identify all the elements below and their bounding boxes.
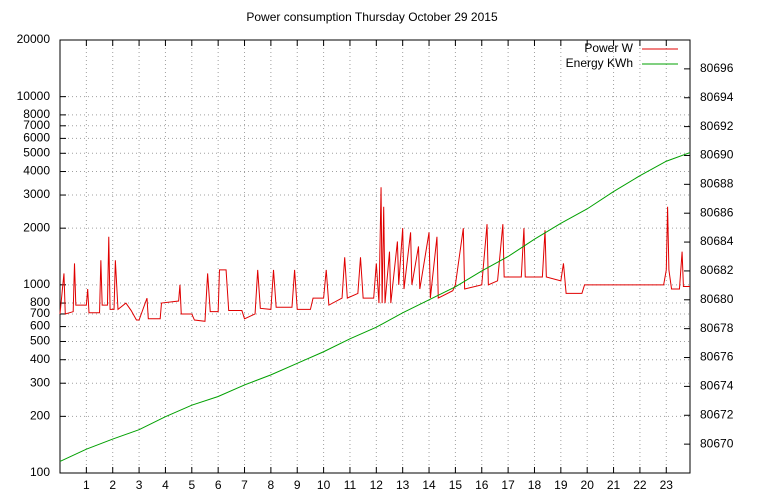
x-tick-label: 5 <box>188 478 195 492</box>
x-tick-label: 2 <box>109 478 116 492</box>
y-tick-label: 800 <box>30 295 50 309</box>
x-tick-label: 20 <box>581 478 595 492</box>
y-tick-label: 400 <box>30 352 50 366</box>
y-tick-label: 2000 <box>23 220 50 234</box>
y-tick-label: 10000 <box>17 89 51 103</box>
x-tick-label: 6 <box>215 478 222 492</box>
y2-tick-label: 80674 <box>700 379 734 393</box>
y-tick-label: 6000 <box>23 131 50 145</box>
y2-tick-label: 80672 <box>700 407 734 421</box>
x-tick-label: 12 <box>370 478 384 492</box>
x-tick-label: 14 <box>422 478 436 492</box>
plot-border <box>59 39 691 474</box>
x-tick-label: 1 <box>83 478 90 492</box>
x-tick-label: 17 <box>501 478 515 492</box>
y-tick-label: 300 <box>30 375 50 389</box>
y-tick-label: 7000 <box>23 118 50 132</box>
x-tick-label: 19 <box>554 478 568 492</box>
y-tick-label: 8000 <box>23 107 50 121</box>
y2-tick-label: 80680 <box>700 292 734 306</box>
y2-tick-label: 80684 <box>700 234 734 248</box>
x-tick-label: 16 <box>475 478 489 492</box>
x-tick-label: 7 <box>241 478 248 492</box>
y-tick-label: 5000 <box>23 145 50 159</box>
y2-tick-label: 80670 <box>700 436 734 450</box>
y-tick-label: 4000 <box>23 164 50 178</box>
x-tick-label: 4 <box>162 478 169 492</box>
x-tick-label: 3 <box>136 478 143 492</box>
y2-tick-label: 80694 <box>700 90 734 104</box>
y2-tick-label: 80688 <box>700 177 734 191</box>
legend-label: Energy KWh <box>566 56 633 70</box>
y2-tick-label: 80690 <box>700 148 734 162</box>
x-tick-label: 15 <box>449 478 463 492</box>
x-tick-label: 23 <box>660 478 674 492</box>
y2-tick-label: 80682 <box>700 263 734 277</box>
x-tick-label: 18 <box>528 478 542 492</box>
x-tick-label: 22 <box>633 478 647 492</box>
chart-title: Power consumption Thursday October 29 20… <box>246 10 498 24</box>
y-tick-label: 1000 <box>23 277 50 291</box>
x-tick-label: 10 <box>317 478 331 492</box>
y2-tick-label: 80676 <box>700 350 734 364</box>
y2-tick-label: 80686 <box>700 205 734 219</box>
data-line <box>59 187 690 322</box>
y-tick-label: 200 <box>30 409 50 423</box>
x-tick-label: 11 <box>344 478 357 492</box>
y-tick-label: 700 <box>30 306 50 320</box>
x-tick-label: 21 <box>607 478 621 492</box>
data-line <box>59 152 691 462</box>
y2-tick-label: 80678 <box>700 321 734 335</box>
x-tick-label: 13 <box>396 478 410 492</box>
x-tick-label: 9 <box>294 478 301 492</box>
x-tick-label: 8 <box>268 478 275 492</box>
y2-tick-label: 80692 <box>700 119 734 133</box>
y-tick-label: 3000 <box>23 187 50 201</box>
y-tick-label: 100 <box>30 465 50 479</box>
y-tick-label: 20000 <box>17 32 51 46</box>
y2-tick-label: 80696 <box>700 61 734 75</box>
legend-label: Power W <box>584 41 633 55</box>
y-tick-label: 500 <box>30 334 50 348</box>
y-tick-label: 600 <box>30 319 50 333</box>
